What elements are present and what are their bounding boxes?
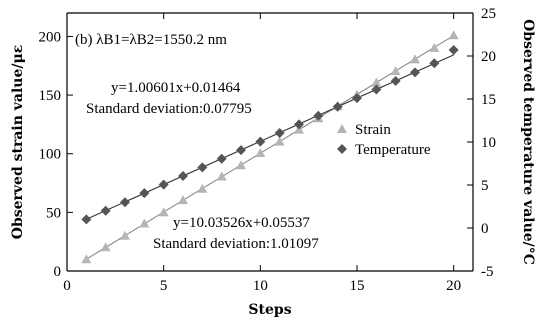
y-right-tick-label: 5	[481, 178, 489, 194]
y-right-tick-label: 20	[481, 49, 496, 65]
temperature-point	[371, 84, 382, 95]
temperature-point	[352, 93, 362, 104]
strain-point	[81, 254, 92, 264]
temperature-point	[448, 44, 459, 55]
legend-strain-marker	[337, 124, 347, 133]
temperature-point	[255, 136, 266, 147]
temperature-point	[139, 188, 150, 199]
x-tick-label: 15	[350, 278, 365, 294]
strain-point	[100, 242, 111, 252]
temperature-point	[236, 145, 246, 156]
temperature-fit-equation: y=1.00601x+0.01464	[111, 80, 241, 96]
x-tick-label: 10	[253, 278, 268, 294]
temperature-point	[120, 197, 130, 208]
y-left-tick-label: 0	[54, 264, 62, 280]
temperature-point	[313, 110, 324, 121]
strain-point	[216, 171, 227, 181]
strain-fit-equation: y=10.03526x+0.05537	[173, 215, 310, 231]
strain-point	[410, 54, 420, 64]
y-right-tick-label: 25	[481, 6, 496, 22]
y-right-tick-label: 10	[481, 135, 496, 151]
y-axis-right-title: Observed temperature value/°C	[520, 19, 536, 265]
x-axis-title: Steps	[248, 302, 291, 318]
strain-point	[197, 183, 208, 193]
strain-point	[371, 77, 382, 87]
temperature-point	[274, 127, 285, 138]
strain-point	[236, 160, 246, 170]
y-axis-left-ticks: 0 50 100 150 200	[39, 29, 73, 280]
temperature-point	[158, 179, 169, 190]
temperature-point	[81, 214, 92, 225]
temperature-point	[390, 75, 401, 86]
x-tick-label: 5	[160, 278, 168, 294]
data-markers	[81, 30, 459, 264]
strain-fit-deviation: Standard deviation:1.01097	[153, 236, 319, 252]
y-left-tick-label: 200	[39, 29, 62, 45]
y-right-tick-label: 15	[481, 92, 496, 108]
temperature-point	[294, 119, 304, 130]
temperature-point	[178, 170, 188, 181]
x-tick-label: 20	[446, 278, 461, 294]
y-axis-right-ticks: -5 0 5 10 15 20 25	[467, 6, 496, 280]
strain-point	[120, 230, 130, 240]
temperature-point	[410, 67, 420, 78]
strain-point	[178, 195, 188, 205]
temperature-point	[216, 153, 227, 164]
chart-title: (b) λB1=λB2=1550.2 nm	[75, 32, 227, 48]
temperature-point	[332, 101, 343, 112]
y-axis-left-title: Observed strain value/με	[10, 45, 26, 240]
x-tick-label: 0	[63, 278, 71, 294]
temperature-point	[429, 58, 440, 69]
x-axis-ticks: 0 5 10 15 20	[63, 13, 461, 294]
strain-point	[255, 148, 266, 158]
temperature-point	[100, 205, 111, 216]
legend-strain-label: Strain	[355, 122, 391, 138]
y-left-tick-label: 150	[39, 88, 62, 104]
strain-point	[274, 136, 285, 146]
strain-point	[139, 218, 150, 228]
y-left-tick-label: 50	[46, 205, 61, 221]
temperature-point	[197, 162, 208, 173]
legend: Strain Temperature	[337, 122, 431, 158]
strain-point	[390, 66, 401, 76]
strain-point	[158, 207, 169, 217]
strain-point	[448, 30, 459, 40]
temperature-fit-deviation: Standard deviation:0.07795	[86, 101, 252, 117]
strain-point	[429, 42, 440, 52]
legend-temperature-marker	[337, 144, 347, 154]
legend-temperature-label: Temperature	[355, 142, 431, 158]
y-left-tick-label: 100	[39, 147, 62, 163]
y-right-tick-label: -5	[481, 264, 494, 280]
y-right-tick-label: 0	[481, 221, 489, 237]
